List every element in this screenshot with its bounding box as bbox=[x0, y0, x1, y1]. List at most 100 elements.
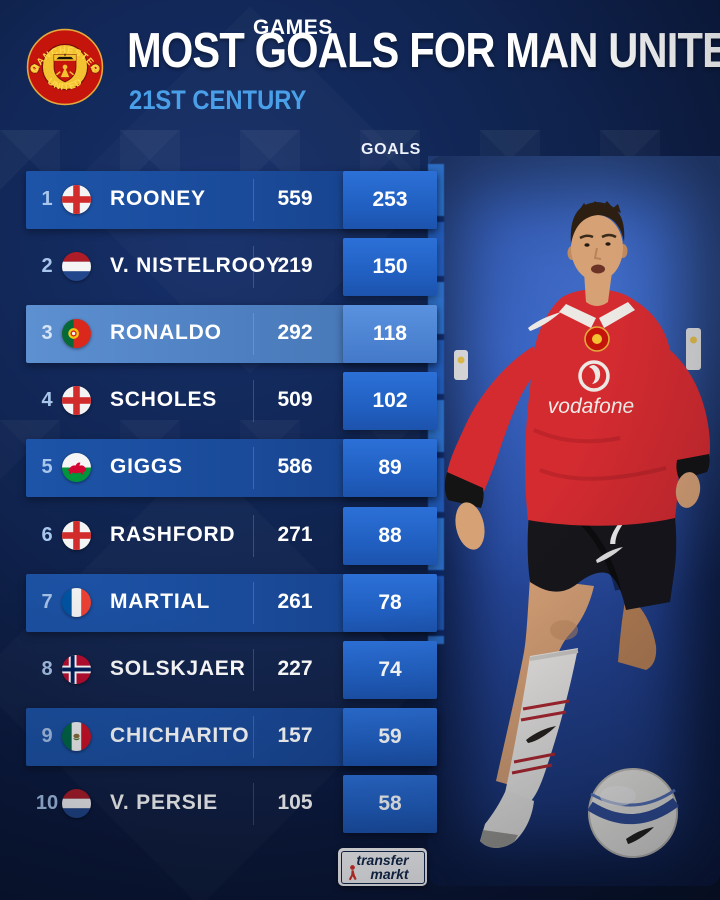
player-name: SOLSKJAER bbox=[110, 656, 246, 680]
ball-swoosh-icon bbox=[626, 827, 654, 844]
player-name: CHICHARITO bbox=[110, 723, 250, 747]
rank-label: 10 bbox=[35, 791, 59, 814]
player-rear-leg bbox=[618, 596, 657, 670]
player-name: V. PERSIE bbox=[110, 790, 218, 814]
table-row: 2 V. NISTELROOY 219 150 bbox=[26, 238, 437, 297]
rank-label: 3 bbox=[41, 322, 53, 345]
table-row: 6 RASHFORD 271 88 bbox=[26, 506, 437, 565]
transfermarkt-text-top: transfer bbox=[356, 852, 409, 868]
column-header-games: GAMES bbox=[252, 16, 333, 39]
player-right-hand bbox=[675, 472, 701, 508]
rank-label: 6 bbox=[41, 523, 53, 546]
games-value: 261 bbox=[277, 589, 313, 613]
transfermarkt-player-icon bbox=[348, 865, 357, 881]
goals-value: 59 bbox=[343, 707, 437, 766]
player-name: RONALDO bbox=[110, 321, 222, 345]
sleeve-patch bbox=[454, 350, 468, 380]
goals-value: 88 bbox=[343, 506, 437, 565]
table-row: 9 CHICHARITO 157 59 bbox=[26, 707, 437, 766]
transfermarkt-text-bottom: markt bbox=[370, 866, 409, 882]
column-divider bbox=[253, 581, 254, 624]
flag-mexico-icon bbox=[62, 721, 91, 751]
games-value: 559 bbox=[277, 187, 313, 210]
column-divider bbox=[253, 313, 254, 356]
player-sock bbox=[505, 648, 578, 801]
sock-swoosh-icon bbox=[526, 726, 556, 743]
games-value: 586 bbox=[277, 455, 313, 479]
man-united-crest-logo: MANCHESTER UNITED bbox=[26, 28, 104, 106]
svg-text:UNITED: UNITED bbox=[46, 76, 85, 92]
rank-label: 4 bbox=[41, 389, 53, 412]
sponsor-text: vodafone bbox=[548, 395, 634, 418]
flag-france-icon bbox=[62, 587, 91, 617]
player-hair bbox=[570, 202, 625, 244]
column-divider bbox=[253, 179, 254, 221]
games-value: 271 bbox=[277, 522, 313, 546]
transfermarkt-logo-border bbox=[340, 850, 425, 884]
goals-value: 102 bbox=[343, 372, 437, 431]
page-subtitle: 21ST CENTURY bbox=[129, 85, 307, 115]
player-name: SCHOLES bbox=[110, 388, 218, 412]
column-divider bbox=[253, 447, 254, 490]
crest-bottom-text: UNITED bbox=[46, 76, 84, 92]
column-divider bbox=[253, 514, 254, 557]
goals-value: 150 bbox=[343, 238, 437, 297]
rank-label: 1 bbox=[41, 188, 53, 210]
column-divider bbox=[253, 782, 254, 825]
goals-value: 58 bbox=[343, 774, 437, 833]
header: MOST GOALS FOR MAN UNITED 21ST CENTURY bbox=[127, 27, 720, 114]
table-row: 5 GIGGS 586 89 bbox=[26, 439, 437, 498]
flag-england-icon bbox=[62, 185, 91, 214]
table-row: 8 SOLSKJAER 227 74 bbox=[26, 640, 437, 699]
column-divider bbox=[253, 648, 254, 691]
player-photo: 7 vodafone bbox=[444, 201, 710, 858]
goals-value: 89 bbox=[343, 439, 437, 498]
column-header-goals: GOALS bbox=[361, 141, 421, 158]
player-left-sleeve bbox=[447, 346, 534, 496]
games-value: 219 bbox=[277, 254, 313, 278]
goals-value: 118 bbox=[343, 305, 437, 364]
column-divider bbox=[253, 246, 254, 289]
player-left-hand bbox=[455, 502, 485, 550]
games-value: 509 bbox=[277, 388, 313, 412]
jersey-swoosh-icon bbox=[528, 312, 561, 331]
player-jersey bbox=[525, 289, 680, 526]
player-name: ROONEY bbox=[110, 187, 206, 210]
flag-england-icon bbox=[62, 386, 91, 416]
games-value: 157 bbox=[277, 723, 313, 747]
flag-portugal-icon bbox=[62, 319, 91, 349]
player-name: RASHFORD bbox=[110, 522, 236, 546]
rank-label: 8 bbox=[41, 657, 53, 680]
player-name: MARTIAL bbox=[110, 589, 211, 613]
sleeve-patch bbox=[686, 328, 701, 370]
goals-value: 78 bbox=[343, 573, 437, 632]
rank-label: 2 bbox=[41, 255, 53, 278]
flag-england-icon bbox=[62, 520, 91, 550]
table-row: 10 V. PERSIE 105 58 bbox=[26, 774, 437, 833]
flag-norway-icon bbox=[62, 654, 91, 684]
goals-value: 253 bbox=[343, 171, 437, 229]
games-value: 292 bbox=[277, 321, 313, 345]
rank-label: 9 bbox=[41, 724, 53, 747]
flag-netherlands-icon bbox=[62, 252, 91, 282]
column-divider bbox=[253, 380, 254, 423]
flag-wales-icon bbox=[62, 453, 91, 483]
flag-netherlands-icon bbox=[62, 788, 91, 818]
page-title: MOST GOALS FOR MAN UNITED bbox=[127, 24, 720, 78]
table-row: 3 RONALDO 292 118 bbox=[26, 305, 437, 364]
rank-label: 5 bbox=[41, 456, 53, 479]
games-value: 227 bbox=[277, 656, 313, 680]
goals-value: 74 bbox=[343, 640, 437, 699]
table-row: 7 MARTIAL 261 78 bbox=[26, 573, 437, 632]
column-divider bbox=[253, 715, 254, 758]
player-name: V. NISTELROOY bbox=[110, 254, 281, 278]
transfermarkt-logo: transfer markt bbox=[338, 848, 427, 886]
rank-label: 7 bbox=[41, 590, 53, 613]
shorts-swoosh-icon bbox=[596, 547, 623, 563]
table-row: 1 ROONEY 559 253 bbox=[26, 171, 437, 229]
player-name: GIGGS bbox=[110, 455, 183, 479]
sponsor-logo-icon bbox=[578, 360, 610, 392]
player-right-sleeve bbox=[670, 350, 710, 466]
